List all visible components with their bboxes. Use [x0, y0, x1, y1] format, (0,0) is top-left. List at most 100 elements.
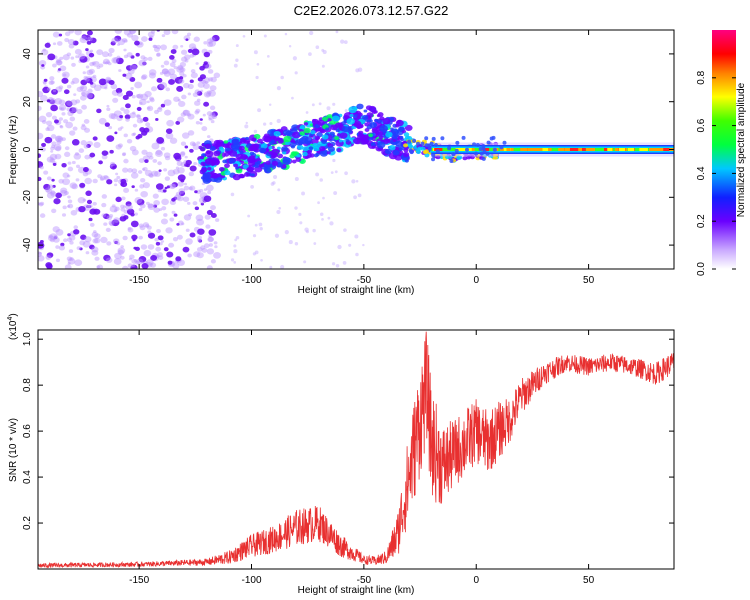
heatmap-cell	[167, 169, 176, 177]
heatmap-cell	[319, 150, 329, 157]
heatmap-cell	[62, 73, 67, 77]
heatmap-cell	[117, 38, 126, 46]
heatmap-cell	[113, 178, 119, 183]
heatmap-cell	[130, 212, 135, 217]
heatmap-cell	[173, 96, 180, 102]
heatmap-cell	[105, 227, 111, 233]
heatmap-cell	[38, 60, 47, 67]
heatmap-cell	[108, 113, 116, 119]
heatmap-cell	[169, 137, 178, 144]
heatmap-cell	[86, 199, 93, 205]
heatmap-cell	[203, 91, 212, 98]
heatmap-cell	[195, 214, 204, 222]
heatmap-cell	[64, 190, 69, 196]
heatmap-cell	[165, 227, 173, 234]
heatmap-cell	[60, 187, 68, 194]
heatmap-cell	[122, 73, 127, 77]
heatmap-cell	[313, 153, 319, 158]
heatmap-cell	[163, 213, 168, 217]
heatmap-cell	[116, 57, 124, 65]
heatmap-cell	[110, 161, 116, 167]
heatmap-cell	[233, 261, 237, 264]
heatmap-cell	[71, 160, 76, 165]
heatmap-cell	[309, 30, 314, 36]
heatmap-cell	[64, 37, 70, 43]
heatmap-cell	[398, 126, 405, 132]
heatmap-cell	[107, 62, 112, 66]
heatmap-cell	[153, 44, 158, 49]
heatmap-cell	[135, 260, 140, 265]
heatmap-cell	[93, 230, 97, 234]
heatmap-cell	[106, 60, 111, 64]
heatmap-cell	[111, 57, 120, 64]
colorbar-tick-label: 0.2	[696, 214, 707, 228]
heatmap-cell	[130, 87, 134, 90]
heatmap-cell	[235, 44, 239, 48]
heatmap-cell	[478, 146, 483, 151]
heatmap-cell	[431, 136, 436, 141]
heatmap-cell	[160, 103, 166, 108]
heatmap-cell	[77, 196, 86, 204]
heatmap-cell	[153, 204, 158, 208]
heatmap-cell	[67, 110, 74, 117]
heatmap-cell	[96, 265, 101, 269]
heatmap-cell	[148, 72, 157, 79]
heatmap-cell	[343, 228, 347, 232]
heatmap-cell	[179, 67, 186, 73]
heatmap-cell	[85, 190, 92, 196]
heatmap-cell	[55, 228, 64, 236]
heatmap-cell	[126, 52, 133, 58]
heatmap-cell	[196, 218, 205, 226]
heatmap-cell	[118, 69, 122, 72]
heatmap-cell	[128, 257, 133, 261]
heatmap-cell	[86, 205, 90, 209]
heatmap-cell	[119, 115, 124, 119]
heatmap-cell	[81, 104, 87, 110]
heatmap-cell	[141, 36, 148, 42]
heatmap-cell	[106, 179, 113, 185]
heatmap-cell	[151, 86, 157, 92]
heatmap-cell	[321, 134, 329, 140]
heatmap-cell	[269, 265, 273, 269]
heatmap-cell	[181, 94, 187, 100]
heatmap-cell	[61, 213, 67, 217]
heatmap-cell	[92, 178, 98, 184]
heatmap-cell	[58, 99, 66, 106]
heatmap-cell	[123, 108, 130, 115]
heatmap-cell	[163, 70, 171, 77]
heatmap-cell	[66, 237, 73, 242]
heatmap-cell	[403, 148, 409, 153]
heatmap-cell	[93, 233, 101, 239]
heatmap-cell	[348, 106, 357, 114]
heatmap-cell	[412, 138, 417, 143]
heatmap-cell	[72, 40, 79, 46]
heatmap-cell	[81, 34, 87, 39]
heatmap-cell	[395, 140, 403, 147]
heatmap-cell	[379, 125, 388, 132]
heatmap-cell	[86, 40, 92, 45]
heatmap-cell	[129, 112, 137, 119]
heatmap-cell	[84, 236, 92, 243]
heatmap-cell	[203, 51, 211, 58]
heatmap-cell	[194, 206, 200, 211]
heatmap-cell	[113, 258, 122, 265]
heatmap-cell	[39, 213, 46, 218]
heatmap-cell	[114, 183, 118, 187]
heatmap-cell	[73, 229, 80, 235]
heatmap-cell	[263, 122, 267, 126]
heatmap-cell	[455, 140, 460, 145]
heatmap-cell	[187, 253, 192, 258]
heatmap-cell	[227, 150, 231, 154]
heatmap-cell	[187, 130, 195, 136]
heatmap-cell	[268, 151, 274, 155]
heatmap-cell	[127, 227, 134, 233]
heatmap-cell	[180, 141, 187, 146]
colorbar-ticks: 0.0 0.2 0.4 0.6 0.8	[696, 70, 736, 276]
heatmap-cell	[115, 196, 122, 203]
heatmap-cell	[105, 76, 112, 82]
heatmap-cell	[353, 195, 357, 200]
heatmap-cell	[199, 65, 205, 71]
heatmap-cell	[238, 173, 245, 179]
heatmap-cell	[340, 39, 345, 44]
heatmap-cell	[117, 247, 126, 254]
